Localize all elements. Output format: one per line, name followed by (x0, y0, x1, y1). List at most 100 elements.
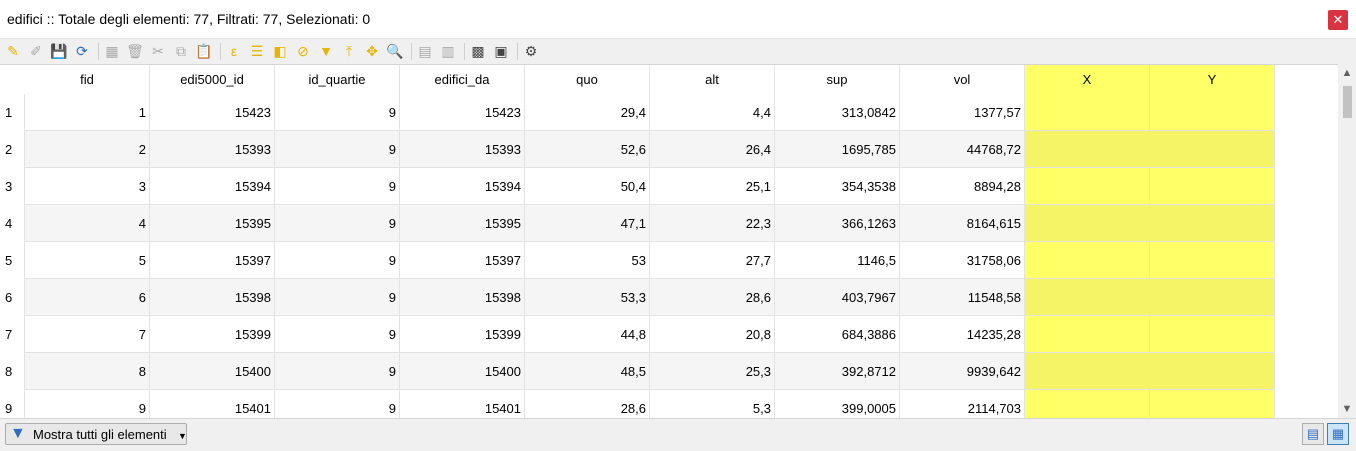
table-cell-vol[interactable]: 8894,28 (900, 168, 1025, 205)
table-cell-edifici_da[interactable]: 15397 (400, 242, 525, 279)
table-cell-sup[interactable]: 403,7967 (775, 279, 900, 316)
add-feature-icon[interactable]: ▦ (105, 43, 119, 59)
row-number[interactable]: 7 (0, 316, 25, 353)
table-cell-x[interactable] (1025, 390, 1150, 419)
table-cell-fid[interactable]: 3 (25, 168, 150, 205)
table-cell-alt[interactable]: 22,3 (650, 205, 775, 242)
table-cell-vol[interactable]: 44768,72 (900, 131, 1025, 168)
table-cell-quo[interactable]: 48,5 (525, 353, 650, 390)
table-cell-fid[interactable]: 2 (25, 131, 150, 168)
table-cell-edi5000_id[interactable]: 15395 (150, 205, 275, 242)
table-cell-quo[interactable]: 52,6 (525, 131, 650, 168)
pan-to-selection-icon[interactable]: ✥ (366, 43, 378, 59)
table-cell-sup[interactable]: 684,3886 (775, 316, 900, 353)
table-row[interactable]: 3 3 15394 9 15394 50,4 25,1 354,3538 8894,28 (0, 168, 1275, 205)
table-row[interactable]: 1 1 15423 9 15423 29,4 4,4 313,0842 1377,57 (0, 94, 1275, 131)
deselect-all-icon[interactable]: ⊘ (297, 43, 309, 59)
table-cell-sup[interactable]: 399,0005 (775, 390, 900, 419)
table-cell-alt[interactable]: 4,4 (650, 94, 775, 131)
filter-select-icon[interactable]: ▼ (319, 43, 333, 59)
move-selection-top-icon[interactable]: ⤒ (345, 43, 353, 59)
table-cell-edi5000_id[interactable]: 15397 (150, 242, 275, 279)
table-cell-quo[interactable]: 47,1 (525, 205, 650, 242)
table-row[interactable]: 6 6 15398 9 15398 53,3 28,6 403,7967 11548,58 (0, 279, 1275, 316)
conditional-formatting-icon[interactable]: ▣ (494, 43, 508, 59)
table-cell-quo[interactable]: 44,8 (525, 316, 650, 353)
row-number[interactable]: 8 (0, 353, 25, 390)
attribute-table[interactable]: fid edi5000_id id_quartie edifici_da quo alt s… (0, 64, 1338, 419)
row-number[interactable]: 3 (0, 168, 25, 205)
table-cell-sup[interactable]: 313,0842 (775, 94, 900, 131)
table-cell-y[interactable] (1150, 131, 1275, 168)
table-cell-edifici_da[interactable]: 15394 (400, 168, 525, 205)
table-cell-fid[interactable]: 9 (25, 390, 150, 419)
table-cell-id_quartie[interactable]: 9 (275, 390, 400, 419)
table-cell-quo[interactable]: 50,4 (525, 168, 650, 205)
table-row[interactable]: 2 2 15393 9 15393 52,6 26,4 1695,785 44768,72 (0, 131, 1275, 168)
new-field-icon[interactable]: ▤ (418, 43, 432, 59)
form-view-button[interactable]: ▤ (1302, 423, 1324, 445)
table-cell-y[interactable] (1150, 94, 1275, 131)
table-cell-alt[interactable]: 25,3 (650, 353, 775, 390)
column-header-vol[interactable]: vol (900, 65, 1025, 94)
table-row[interactable]: 9 9 15401 9 15401 28,6 5,3 399,0005 2114,703 (0, 390, 1275, 419)
delete-field-icon[interactable]: ▥ (441, 43, 455, 59)
row-number[interactable]: 2 (0, 131, 25, 168)
table-cell-quo[interactable]: 53,3 (525, 279, 650, 316)
table-cell-quo[interactable]: 53 (525, 242, 650, 279)
field-calculator-icon[interactable]: ▩ (471, 43, 485, 59)
row-number[interactable]: 1 (0, 94, 25, 131)
column-header-quo[interactable]: quo (525, 65, 650, 94)
table-cell-x[interactable] (1025, 94, 1150, 131)
table-cell-sup[interactable]: 354,3538 (775, 168, 900, 205)
scroll-thumb[interactable] (1343, 86, 1352, 118)
table-cell-id_quartie[interactable]: 9 (275, 279, 400, 316)
table-cell-vol[interactable]: 1377,57 (900, 94, 1025, 131)
table-cell-id_quartie[interactable]: 9 (275, 316, 400, 353)
delete-feature-icon[interactable]: 🗑 (126, 43, 144, 59)
scroll-down-icon[interactable]: ▼ (1341, 403, 1353, 415)
reload-table-icon[interactable]: ⟳ (76, 43, 88, 59)
select-all-icon[interactable]: ☰ (250, 43, 264, 59)
table-cell-fid[interactable]: 8 (25, 353, 150, 390)
table-cell-alt[interactable]: 28,6 (650, 279, 775, 316)
table-cell-y[interactable] (1150, 390, 1275, 419)
table-cell-edifici_da[interactable]: 15393 (400, 131, 525, 168)
table-cell-edi5000_id[interactable]: 15400 (150, 353, 275, 390)
table-cell-fid[interactable]: 6 (25, 279, 150, 316)
paste-icon[interactable]: 📋 (195, 43, 213, 59)
table-cell-alt[interactable]: 26,4 (650, 131, 775, 168)
table-cell-edifici_da[interactable]: 15400 (400, 353, 525, 390)
select-by-expression-icon[interactable]: ε (230, 43, 238, 59)
table-cell-alt[interactable]: 5,3 (650, 390, 775, 419)
table-cell-id_quartie[interactable]: 9 (275, 205, 400, 242)
table-cell-x[interactable] (1025, 205, 1150, 242)
column-header-x[interactable]: X (1025, 65, 1150, 94)
column-header-fid[interactable]: fid (25, 65, 150, 94)
table-cell-fid[interactable]: 7 (25, 316, 150, 353)
table-cell-quo[interactable]: 29,4 (525, 94, 650, 131)
table-cell-fid[interactable]: 1 (25, 94, 150, 131)
table-cell-y[interactable] (1150, 205, 1275, 242)
close-button[interactable]: ✕ (1328, 10, 1348, 30)
row-number[interactable]: 9 (0, 390, 25, 419)
table-cell-vol[interactable]: 11548,58 (900, 279, 1025, 316)
column-header-edifici_da[interactable]: edifici_da (400, 65, 525, 94)
table-cell-x[interactable] (1025, 242, 1150, 279)
table-cell-edifici_da[interactable]: 15398 (400, 279, 525, 316)
table-cell-edi5000_id[interactable]: 15423 (150, 94, 275, 131)
table-cell-x[interactable] (1025, 279, 1150, 316)
multi-edit-icon[interactable]: ✐ (30, 43, 42, 59)
table-cell-id_quartie[interactable]: 9 (275, 168, 400, 205)
cut-icon[interactable]: ✂ (152, 43, 164, 59)
actions-icon[interactable]: ⚙ (524, 43, 538, 59)
table-row[interactable]: 4 4 15395 9 15395 47,1 22,3 366,1263 8164,615 (0, 205, 1275, 242)
show-features-filter-button[interactable]: ▼ Mostra tutti gli elementi ▼ (5, 423, 187, 445)
table-cell-edifici_da[interactable]: 15395 (400, 205, 525, 242)
table-row[interactable]: 7 7 15399 9 15399 44,8 20,8 684,3886 14235,28 (0, 316, 1275, 353)
copy-icon[interactable]: ⧉ (176, 43, 186, 59)
table-cell-id_quartie[interactable]: 9 (275, 353, 400, 390)
invert-selection-icon[interactable]: ◧ (273, 43, 287, 59)
table-cell-y[interactable] (1150, 279, 1275, 316)
table-cell-sup[interactable]: 366,1263 (775, 205, 900, 242)
